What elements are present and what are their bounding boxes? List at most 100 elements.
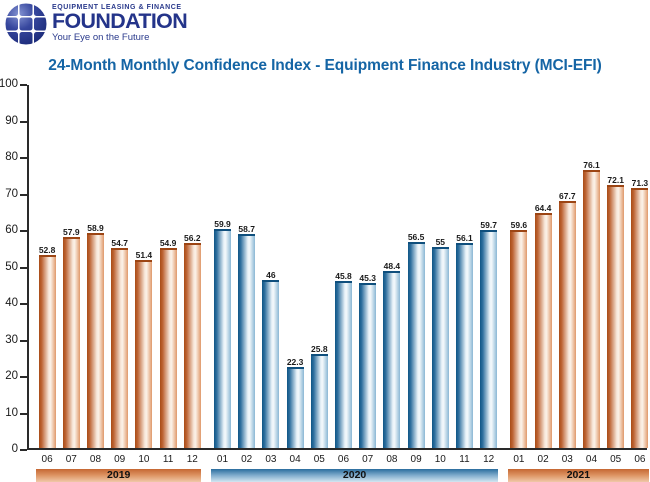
bar-value-label: 55	[435, 237, 446, 248]
month-label: 02	[537, 454, 549, 465]
bar-value-label: 56.2	[184, 232, 201, 243]
bar-value-label: 56.5	[407, 231, 425, 242]
bar	[159, 247, 177, 448]
month-label: 05	[610, 454, 622, 465]
bar-value-label: 22.3	[286, 356, 304, 367]
bar	[286, 366, 304, 448]
bar	[38, 255, 56, 448]
bar-value-label: 54.7	[111, 238, 128, 249]
logo-org-line: EQUIPMENT LEASING & FINANCE	[52, 4, 182, 11]
bar-value-label: 52.8	[38, 245, 56, 256]
bar-value-label: 46	[266, 270, 276, 281]
year-band-2020: 2020	[211, 469, 498, 482]
month-label: 08	[386, 454, 398, 465]
bar	[183, 242, 201, 448]
bar-value-label: 51.4	[135, 250, 153, 261]
bar	[383, 271, 401, 448]
logo-text: EQUIPMENT LEASING & FINANCE FOUNDATION Y…	[52, 3, 188, 43]
bar	[111, 248, 129, 448]
y-tick-mark	[20, 157, 27, 159]
bar-value-label: 64.4	[534, 202, 552, 213]
y-tick-label: 60	[5, 224, 18, 236]
bar	[510, 230, 528, 448]
bar	[359, 282, 377, 448]
y-tick-label: 80	[5, 151, 18, 163]
y-tick-label: 0	[11, 443, 18, 455]
y-tick-label: 20	[5, 370, 18, 382]
bar-value-label: 48.4	[383, 261, 401, 272]
bar-value-label: 45.3	[359, 272, 376, 283]
y-tick-label: 70	[5, 187, 18, 200]
bar	[456, 243, 473, 448]
year-band-2021: 2021	[507, 469, 649, 482]
foundation-globe-icon	[5, 3, 47, 45]
y-tick-mark	[20, 266, 27, 269]
month-label: 04	[585, 454, 598, 465]
year-band-2019: 2019	[36, 469, 202, 482]
bar	[262, 280, 280, 448]
month-label: 10	[138, 454, 150, 465]
chart-title: 24-Month Monthly Confidence Index - Equi…	[48, 57, 602, 74]
bar-value-label: 56.1	[456, 233, 473, 244]
bar	[583, 170, 600, 448]
bar-value-label: 71.3	[631, 177, 649, 188]
y-tick-mark	[20, 376, 27, 378]
month-label: 11	[459, 454, 470, 465]
bar	[534, 212, 552, 448]
bar-value-label: 59.7	[480, 220, 497, 231]
bar	[431, 247, 449, 448]
bar	[480, 230, 498, 448]
y-tick-mark	[20, 339, 27, 342]
month-label: 07	[65, 454, 77, 465]
bar-value-label: 58.9	[87, 223, 104, 233]
bar	[310, 353, 328, 448]
bar-value-label: 57.9	[63, 226, 80, 237]
bar	[558, 200, 576, 448]
bar-value-label: 59.6	[510, 220, 528, 231]
month-label: 12	[186, 454, 198, 465]
month-label: 01	[513, 454, 525, 465]
y-tick-mark	[20, 303, 27, 305]
month-label: 03	[561, 454, 573, 465]
month-label: 11	[162, 454, 174, 465]
month-label: 03	[265, 454, 277, 465]
confidence-chart: 0 10 20 30 40 50 60 70 80 90 100 52.8 57.9 58.9 54.7 5…	[0, 78, 649, 482]
month-label: 12	[483, 454, 495, 465]
bar	[407, 241, 425, 448]
bar-value-label: 72.1	[607, 174, 624, 185]
y-tick-mark	[20, 120, 27, 123]
logo-name: FOUNDATION	[52, 10, 188, 33]
y-tick-mark	[20, 193, 27, 196]
bar-value-label: 76.1	[583, 160, 600, 171]
month-label: 02	[241, 454, 253, 465]
y-tick-mark	[20, 84, 27, 86]
month-label: 06	[634, 454, 646, 465]
bar	[607, 184, 625, 448]
month-label: 06	[41, 454, 53, 465]
y-tick-label: 100	[0, 78, 18, 90]
y-tick-label: 90	[5, 114, 18, 127]
bar	[62, 236, 80, 448]
bar-value-label: 67.7	[559, 190, 576, 201]
y-tick-mark	[20, 412, 27, 415]
month-label: 06	[337, 454, 350, 465]
bar	[87, 233, 104, 448]
y-tick-label: 40	[5, 297, 18, 309]
bar-value-label: 45.8	[335, 270, 352, 281]
month-label: 04	[289, 454, 301, 465]
bar-value-label: 54.9	[159, 237, 177, 248]
y-tick-mark	[20, 230, 27, 232]
bar	[135, 260, 153, 448]
bar	[631, 187, 649, 448]
month-label: 10	[434, 454, 446, 465]
y-tick-mark	[20, 449, 27, 451]
y-tick-label: 50	[5, 260, 18, 273]
month-label: 05	[313, 454, 325, 465]
bar-value-label: 58.7	[238, 223, 255, 234]
month-label: 07	[362, 454, 374, 465]
month-label: 01	[216, 454, 229, 465]
month-label: 09	[114, 454, 126, 465]
bar	[335, 280, 352, 448]
bar	[238, 233, 256, 448]
